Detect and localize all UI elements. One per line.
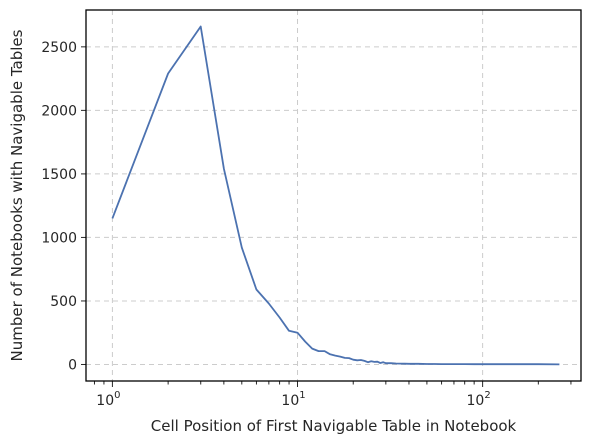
y-axis-label: Number of Notebooks with Navigable Table… [8,29,26,361]
y-tick-label: 0 [68,357,77,373]
x-axis-label: Cell Position of First Navigable Table i… [151,417,517,435]
grid-layer [86,10,581,381]
y-tick-label: 1000 [41,230,77,246]
x-tick-label: 100 [96,390,120,409]
y-tick-label: 1500 [41,167,77,183]
tick-layer: 0 500 1000 1500 2000 2500 100 101 102 [41,40,572,409]
y-tick-label: 500 [50,294,77,310]
y-tick-label: 2000 [41,103,77,119]
x-tick-label: 101 [281,390,305,409]
x-tick-label: 102 [467,390,491,409]
plot-frame [85,9,582,382]
y-tick-label: 2500 [41,40,77,56]
series-line [111,25,560,366]
series-layer [111,25,560,366]
